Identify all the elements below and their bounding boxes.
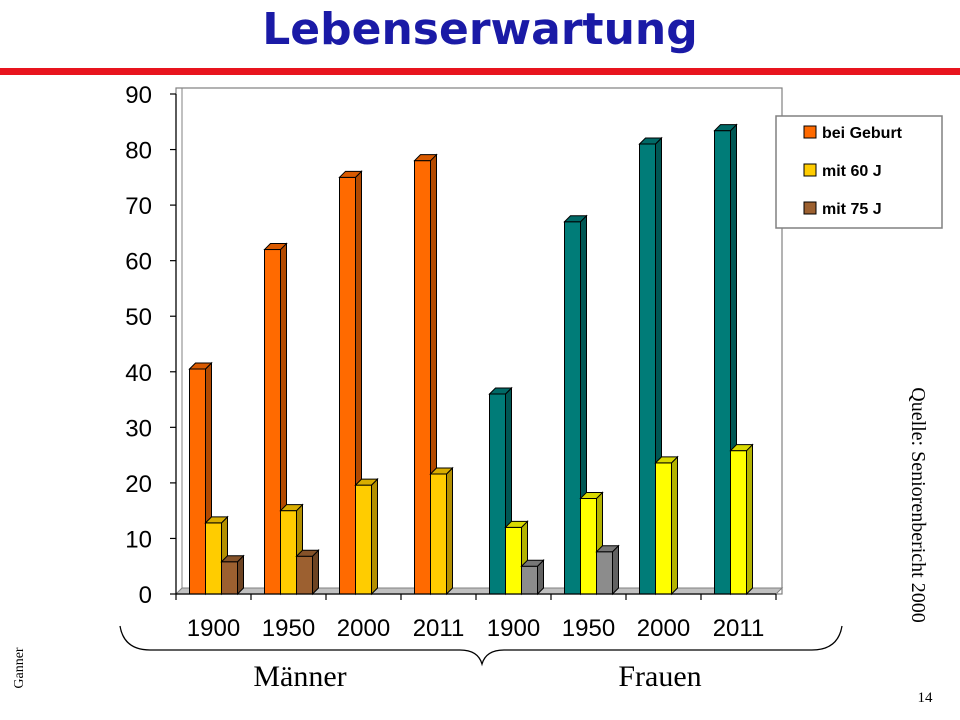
y-tick-label: 60: [125, 249, 152, 276]
legend-label: mit 60 J: [822, 163, 882, 180]
bar-front: [655, 462, 672, 595]
y-tick-label: 90: [125, 82, 152, 109]
bar-top: [263, 243, 288, 251]
bar-top: [729, 444, 754, 452]
bar-top: [504, 520, 529, 528]
bar-side: [312, 549, 319, 596]
x-axis: 1900 1950 2000 2011 1900 1950 2000 2011: [175, 593, 777, 642]
source-note: Quelle: Seniorenbericht 2000: [907, 387, 929, 623]
y-tick-label: 70: [125, 193, 152, 220]
legend: bei Geburt mit 60 J mit 75 J: [775, 115, 943, 229]
y-tick-label: 10: [125, 526, 152, 553]
bar: [295, 549, 320, 596]
bar-top: [595, 545, 620, 553]
bar-front: [714, 130, 731, 595]
bar-top: [204, 516, 229, 524]
bar: [429, 466, 454, 596]
y-axis: 0 10 20 30 40 50 60 70 80 90: [125, 82, 177, 609]
bar-top: [713, 124, 738, 132]
bar: [220, 554, 245, 596]
group-label-men: Männer: [253, 660, 347, 693]
author-label: Ganner: [12, 647, 27, 689]
bar: [520, 559, 545, 596]
bar-top: [188, 362, 213, 370]
bar-top: [579, 491, 604, 499]
bar-top: [563, 215, 588, 223]
x-tick-label: 1900: [487, 615, 540, 642]
legend-swatch: [803, 201, 817, 215]
legend-label: mit 75 J: [822, 201, 882, 218]
group-label-women: Frauen: [618, 660, 702, 693]
bar-front: [296, 555, 313, 595]
bar-front: [264, 249, 281, 595]
bar-front: [580, 497, 597, 595]
bar: [595, 544, 620, 596]
y-tick-label: 20: [125, 471, 152, 498]
bar: [729, 443, 754, 596]
bar-front: [430, 473, 447, 595]
x-tick-label: 2011: [713, 615, 765, 642]
bar-top: [654, 456, 679, 464]
bar-front: [189, 368, 206, 595]
bar-front: [505, 526, 522, 595]
bar-front: [521, 565, 538, 595]
y-tick-label: 80: [125, 138, 152, 165]
bar-front: [221, 561, 238, 595]
bar-top: [638, 137, 663, 145]
bar-front: [489, 393, 506, 595]
legend-label: bei Geburt: [822, 125, 903, 142]
group-braces: [119, 625, 843, 667]
group-brace: [119, 625, 843, 667]
bar: [354, 477, 379, 596]
bar-top: [354, 478, 379, 486]
bar-front: [339, 176, 356, 595]
bar: [654, 455, 679, 596]
legend-swatch: [803, 125, 817, 139]
bar-side: [671, 455, 678, 596]
bar-top: [429, 467, 454, 475]
bar-front: [414, 160, 431, 595]
x-tick-label: 1950: [562, 615, 615, 642]
y-tick-label: 50: [125, 304, 152, 331]
bar-side: [371, 477, 378, 596]
bar-top: [279, 504, 304, 512]
x-tick-label: 1900: [187, 615, 240, 642]
x-tick-label: 2011: [413, 615, 465, 642]
page-number: 14: [917, 690, 933, 706]
bar-side: [446, 466, 453, 596]
bar-top: [413, 154, 438, 162]
y-tick-label: 0: [139, 582, 152, 609]
bar-top: [220, 555, 245, 563]
bar-top: [520, 559, 545, 567]
legend-swatch: [803, 163, 817, 177]
bar-front: [205, 522, 222, 595]
bar-front: [355, 484, 372, 595]
bar-side: [612, 544, 619, 596]
x-tick-label: 2000: [337, 615, 390, 642]
bar-front: [596, 551, 613, 595]
bar-front: [639, 143, 656, 595]
x-tick-label: 2000: [637, 615, 690, 642]
bar-front: [564, 221, 581, 595]
bar-front: [730, 450, 747, 595]
y-tick-label: 40: [125, 360, 152, 387]
slide-title: Lebenserwartung: [262, 4, 698, 55]
bar-top: [338, 170, 363, 178]
y-tick-label: 30: [125, 415, 152, 442]
title-divider: [0, 68, 960, 75]
bars: [188, 123, 754, 596]
bar-side: [746, 443, 753, 596]
x-tick-label: 1950: [262, 615, 315, 642]
bar-top: [295, 549, 320, 557]
bar-top: [488, 387, 513, 395]
bar-front: [280, 510, 297, 595]
